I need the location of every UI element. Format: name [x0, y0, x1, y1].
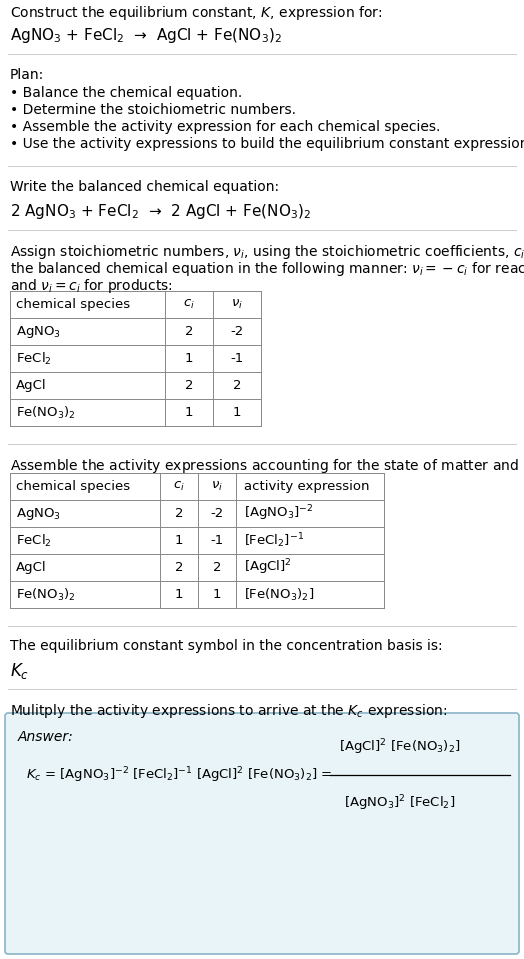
Text: activity expression: activity expression	[244, 480, 369, 493]
Text: AgCl: AgCl	[16, 379, 47, 392]
Text: FeCl$_2$: FeCl$_2$	[16, 532, 52, 549]
Text: • Use the activity expressions to build the equilibrium constant expression.: • Use the activity expressions to build …	[10, 137, 524, 151]
Text: Assemble the activity expressions accounting for the state of matter and $\nu_i$: Assemble the activity expressions accoun…	[10, 457, 524, 475]
Text: -2: -2	[210, 507, 224, 520]
Text: $c_i$: $c_i$	[183, 298, 195, 311]
Text: Assign stoichiometric numbers, $\nu_i$, using the stoichiometric coefficients, $: Assign stoichiometric numbers, $\nu_i$, …	[10, 243, 524, 261]
Text: $\nu_i$: $\nu_i$	[231, 298, 243, 311]
Text: • Assemble the activity expression for each chemical species.: • Assemble the activity expression for e…	[10, 120, 440, 134]
Text: 2: 2	[174, 561, 183, 574]
Text: Construct the equilibrium constant, $K$, expression for:: Construct the equilibrium constant, $K$,…	[10, 4, 383, 22]
Text: 1: 1	[213, 588, 221, 601]
Text: -2: -2	[231, 325, 244, 338]
Text: The equilibrium constant symbol in the concentration basis is:: The equilibrium constant symbol in the c…	[10, 639, 443, 653]
Text: 1: 1	[174, 588, 183, 601]
Text: AgNO$_3$: AgNO$_3$	[16, 505, 61, 522]
Text: • Balance the chemical equation.: • Balance the chemical equation.	[10, 86, 242, 100]
Text: $c_i$: $c_i$	[173, 480, 185, 493]
Text: -1: -1	[210, 534, 224, 547]
Text: $K_c$: $K_c$	[10, 661, 29, 681]
Text: 1: 1	[233, 406, 241, 419]
Text: 1: 1	[185, 352, 193, 365]
Text: [AgNO$_3$]$^2$ [FeCl$_2$]: [AgNO$_3$]$^2$ [FeCl$_2$]	[344, 793, 456, 812]
Text: -1: -1	[231, 352, 244, 365]
Text: 2 AgNO$_3$ + FeCl$_2$  →  2 AgCl + Fe(NO$_3$)$_2$: 2 AgNO$_3$ + FeCl$_2$ → 2 AgCl + Fe(NO$_…	[10, 202, 311, 221]
Text: and $\nu_i = c_i$ for products:: and $\nu_i = c_i$ for products:	[10, 277, 173, 295]
Text: 2: 2	[185, 379, 193, 392]
Text: [Fe(NO$_3$)$_2$]: [Fe(NO$_3$)$_2$]	[244, 587, 314, 602]
Text: AgNO$_3$ + FeCl$_2$  →  AgCl + Fe(NO$_3$)$_2$: AgNO$_3$ + FeCl$_2$ → AgCl + Fe(NO$_3$)$…	[10, 26, 282, 45]
Text: AgNO$_3$: AgNO$_3$	[16, 323, 61, 339]
Text: Fe(NO$_3$)$_2$: Fe(NO$_3$)$_2$	[16, 405, 76, 421]
Text: Answer:: Answer:	[18, 730, 74, 744]
Text: AgCl: AgCl	[16, 561, 47, 574]
Text: 1: 1	[174, 534, 183, 547]
FancyBboxPatch shape	[5, 713, 519, 954]
Text: [FeCl$_2$]$^{-1}$: [FeCl$_2$]$^{-1}$	[244, 531, 304, 550]
Text: the balanced chemical equation in the following manner: $\nu_i = -c_i$ for react: the balanced chemical equation in the fo…	[10, 260, 524, 278]
Text: $\nu_i$: $\nu_i$	[211, 480, 223, 493]
Text: chemical species: chemical species	[16, 298, 130, 311]
Text: Write the balanced chemical equation:: Write the balanced chemical equation:	[10, 180, 279, 194]
Text: FeCl$_2$: FeCl$_2$	[16, 350, 52, 366]
Text: $K_c$ = [AgNO$_3$]$^{-2}$ [FeCl$_2$]$^{-1}$ [AgCl]$^2$ [Fe(NO$_3$)$_2$] =: $K_c$ = [AgNO$_3$]$^{-2}$ [FeCl$_2$]$^{-…	[26, 765, 334, 784]
Text: 1: 1	[185, 406, 193, 419]
Text: [AgCl]$^2$: [AgCl]$^2$	[244, 558, 292, 577]
Text: Fe(NO$_3$)$_2$: Fe(NO$_3$)$_2$	[16, 587, 76, 602]
Text: Plan:: Plan:	[10, 68, 44, 82]
Text: chemical species: chemical species	[16, 480, 130, 493]
Text: • Determine the stoichiometric numbers.: • Determine the stoichiometric numbers.	[10, 103, 296, 117]
Text: [AgNO$_3$]$^{-2}$: [AgNO$_3$]$^{-2}$	[244, 503, 313, 524]
Text: Mulitply the activity expressions to arrive at the $K_c$ expression:: Mulitply the activity expressions to arr…	[10, 702, 447, 720]
Text: 2: 2	[233, 379, 241, 392]
Text: 2: 2	[185, 325, 193, 338]
Text: 2: 2	[213, 561, 221, 574]
Text: [AgCl]$^2$ [Fe(NO$_3$)$_2$]: [AgCl]$^2$ [Fe(NO$_3$)$_2$]	[339, 737, 461, 757]
Text: 2: 2	[174, 507, 183, 520]
